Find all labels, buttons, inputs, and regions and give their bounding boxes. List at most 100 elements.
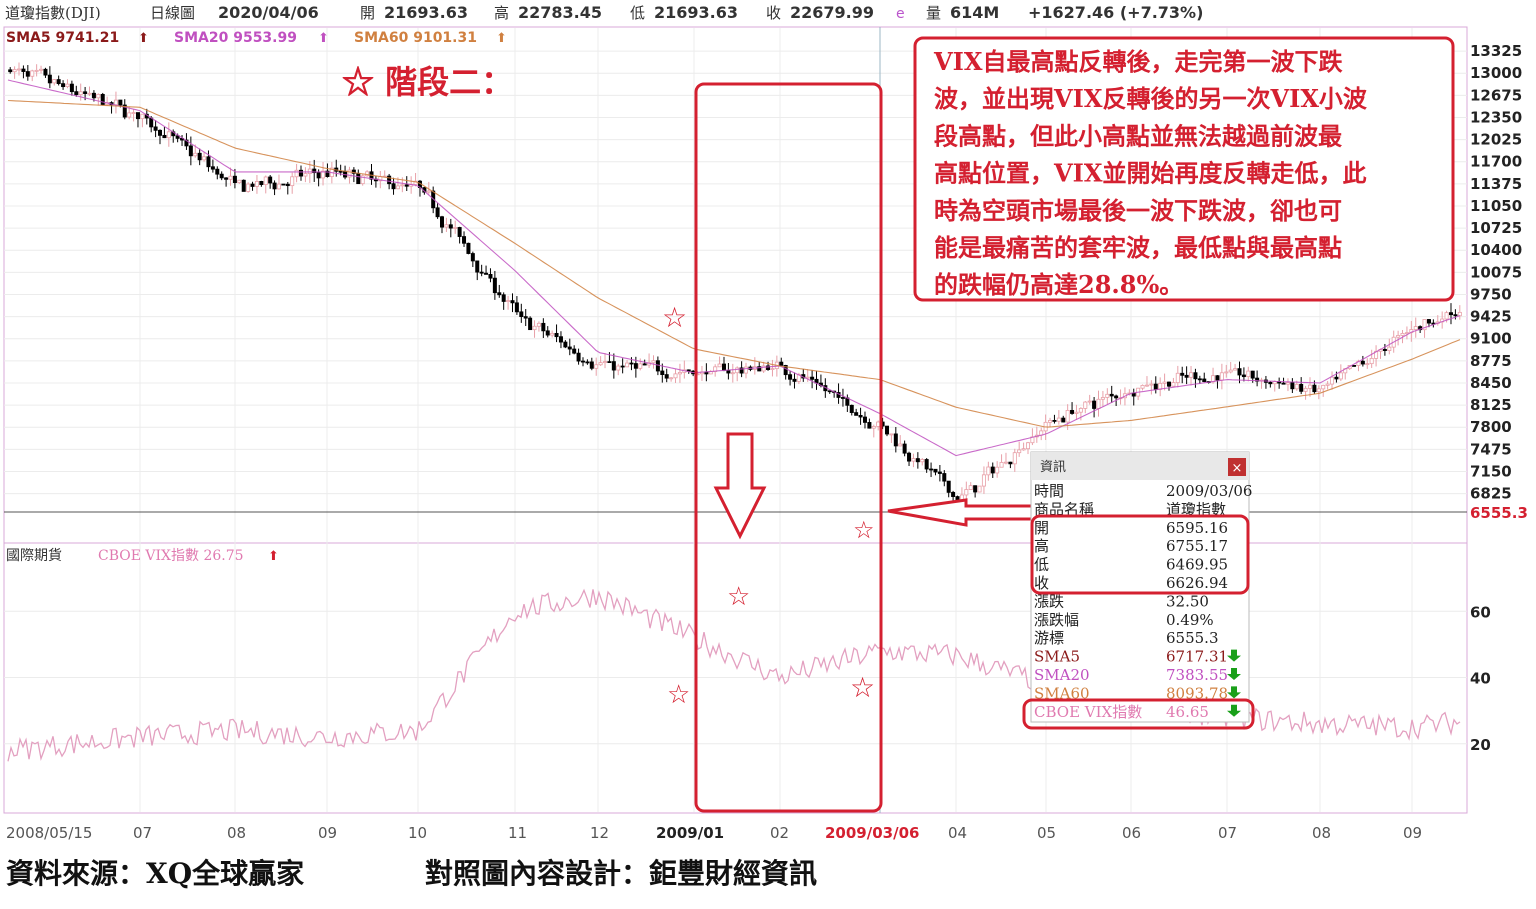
candle-body (607, 361, 612, 363)
candle-body (638, 363, 643, 369)
date-tick-label: 09 (318, 824, 337, 842)
candle-body (721, 363, 726, 371)
candle-body (999, 462, 1004, 468)
candle-body (135, 112, 140, 120)
date-tick-label: 11 (508, 824, 527, 842)
candle-body (285, 183, 290, 187)
sma5-up-arrow-icon: ⬆ (138, 31, 149, 46)
candle-body (439, 216, 444, 228)
volume-label: 量 (926, 4, 941, 22)
candle-body (127, 112, 132, 118)
date-tick-label: 12 (590, 824, 609, 842)
candle-body (519, 311, 524, 318)
date-tick-label: 10 (408, 824, 427, 842)
candle-body (1180, 372, 1185, 376)
candle-body (620, 365, 625, 368)
candle-body (1171, 382, 1176, 387)
candle-body (550, 332, 555, 336)
price-tick-label: 10725 (1470, 219, 1522, 237)
candle-body (664, 374, 669, 379)
price-tick-label: 8125 (1470, 396, 1512, 414)
candle-body (1268, 381, 1273, 385)
sma20-up-arrow-icon: ⬆ (318, 31, 329, 46)
sma5-legend: SMA5 9741.21 (6, 30, 119, 46)
candle-body (616, 365, 621, 371)
date-tick-label: 02 (770, 824, 789, 842)
info-row-label: 收 (1034, 574, 1049, 592)
close-button[interactable] (1228, 458, 1246, 476)
candle-body (1162, 381, 1167, 384)
info-row-value: 道瓊指數 (1166, 500, 1226, 518)
candle-body (39, 68, 44, 71)
candle-body (206, 156, 211, 168)
date-tick-label: 09 (1403, 824, 1422, 842)
star-icon: ☆ (662, 301, 687, 334)
candle-body (250, 183, 255, 187)
candle-body (510, 300, 515, 304)
candle-body (827, 390, 832, 393)
candle-body (113, 99, 118, 106)
info-row-value: 6595.16 (1166, 519, 1228, 537)
date-tick-label: 2009/03/06 (825, 824, 919, 842)
candle-body (893, 433, 898, 447)
candle-body (514, 302, 519, 313)
candle-body (907, 452, 912, 462)
candle-body (492, 277, 497, 294)
open-label: 開 (360, 4, 375, 22)
vix-highlight-box (1022, 698, 1255, 730)
candle-body (1017, 449, 1022, 454)
candle-body (1202, 378, 1207, 382)
price-tick-label: 10075 (1470, 263, 1522, 281)
price-tick-label: 7150 (1470, 463, 1512, 481)
header-high: 22783.45 (518, 3, 602, 22)
annotation-line: 高點位置，VIX並開始再度反轉走低，此 (934, 159, 1366, 188)
date-tick-label: 04 (948, 824, 967, 842)
star-icon: ☆ (667, 680, 690, 710)
candle-body (942, 473, 947, 482)
candle-body (259, 181, 264, 185)
candle-body (52, 79, 57, 84)
candle-body (1149, 383, 1154, 386)
candle-body (1140, 384, 1145, 389)
candle-body (484, 272, 489, 275)
candle-body (1233, 368, 1238, 371)
candle-body (1065, 410, 1070, 423)
candle-body (651, 360, 656, 364)
info-row-label: 低 (1034, 556, 1049, 574)
candle-body (1250, 370, 1255, 379)
candle-body (453, 227, 458, 229)
candle-body (1307, 384, 1312, 389)
highlight-period-box (694, 82, 883, 813)
candle-body (303, 173, 308, 177)
candle-body (1369, 358, 1374, 365)
candle-body (929, 468, 934, 471)
price-tick-label: 12675 (1470, 86, 1522, 104)
candle-body (1105, 393, 1110, 398)
candle-body (96, 94, 101, 99)
candle-body (1109, 393, 1114, 397)
cursor-value-bg (1468, 503, 1534, 521)
vix-legend: CBOE VIX指數 26.75 (98, 548, 244, 564)
info-row-label: 游標 (1034, 629, 1064, 647)
candle-body (1352, 365, 1357, 367)
candle-body (1246, 370, 1251, 378)
candle-body (713, 366, 718, 373)
annotation-line: VIX自最高點反轉後，走完第一波下跌 (933, 47, 1343, 76)
candle-body (210, 166, 215, 170)
sma-legend: SMA5 9741.21 ⬆ SMA20 9553.99 ⬆ SMA60 910… (6, 30, 507, 46)
low-label: 低 (630, 4, 645, 22)
candle-body (633, 363, 638, 369)
candle-body (360, 175, 365, 185)
down-arrow-icon (1227, 686, 1241, 699)
annotation-line: 的跌幅仍高達28.8%。 (934, 270, 1183, 299)
ohlc-highlight-box (1030, 514, 1250, 595)
candle-body (766, 365, 771, 370)
candle-body (1290, 382, 1295, 390)
header-bar: 道瓊指數(DJI) 日線圖 2020/04/06 開 21693.63 高 22… (5, 3, 1203, 22)
candle-body (915, 458, 920, 463)
candle-body (1092, 400, 1097, 409)
candle-body (254, 181, 259, 187)
close-icon[interactable]: × (1232, 461, 1243, 476)
candle-body (995, 466, 1000, 474)
